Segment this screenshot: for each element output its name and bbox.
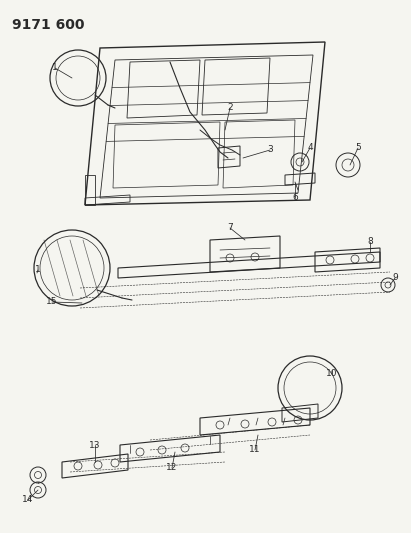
Text: 13: 13 xyxy=(89,440,101,449)
Text: 1: 1 xyxy=(35,265,41,274)
Text: 1: 1 xyxy=(52,63,58,72)
Text: 2: 2 xyxy=(227,103,233,112)
Text: 10: 10 xyxy=(326,369,338,378)
Text: 5: 5 xyxy=(355,143,361,152)
Text: 7: 7 xyxy=(227,223,233,232)
Text: 15: 15 xyxy=(46,297,58,306)
Text: 9171 600: 9171 600 xyxy=(12,18,85,32)
Text: 12: 12 xyxy=(166,464,178,472)
Text: 9: 9 xyxy=(392,273,398,282)
Text: 11: 11 xyxy=(249,446,261,455)
Text: 14: 14 xyxy=(22,496,34,505)
Text: 8: 8 xyxy=(367,238,373,246)
Text: 6: 6 xyxy=(292,193,298,203)
Text: 3: 3 xyxy=(267,146,273,155)
Text: 4: 4 xyxy=(307,143,313,152)
